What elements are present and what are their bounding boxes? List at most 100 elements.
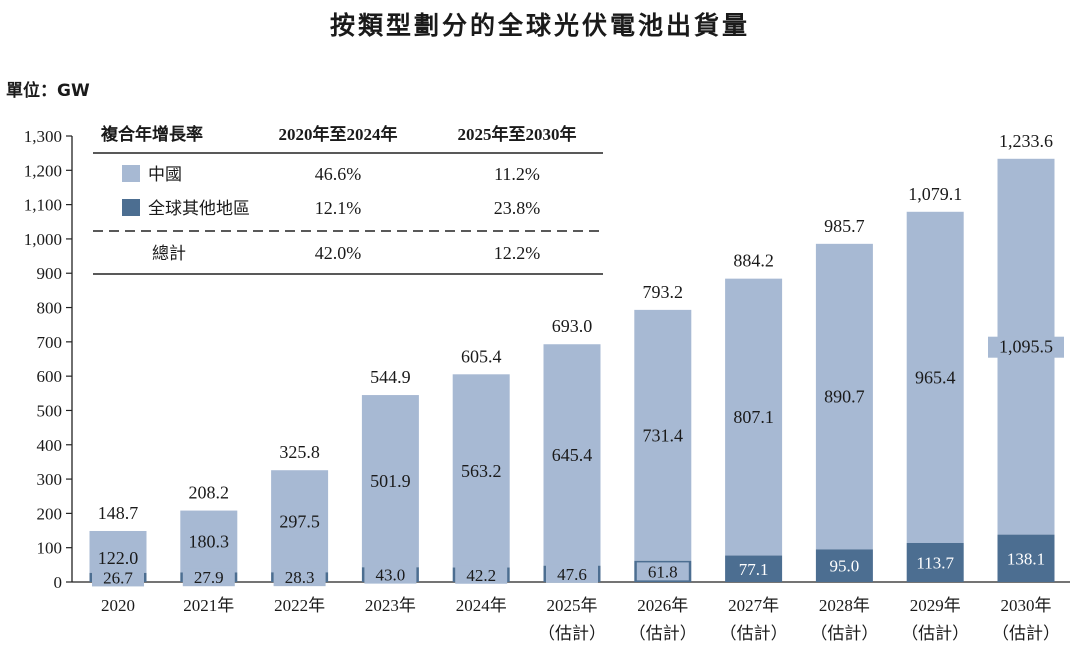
label-chip: [273, 568, 326, 587]
value-label-rest-of-world: 26.7: [103, 568, 133, 587]
total-label: 793.2: [643, 282, 684, 302]
bar-rest-of-world: [997, 534, 1055, 582]
y-tick-label: 1,000: [24, 230, 62, 249]
label-chip: [364, 565, 417, 584]
bar-china: [815, 243, 873, 550]
y-tick-label: 100: [37, 539, 63, 558]
table-row-col2: 23.8%: [494, 198, 541, 218]
value-label-china: 122.0: [98, 548, 139, 568]
label-chip: [988, 336, 1064, 358]
table-header-col2: 2025年至2030年: [458, 124, 577, 144]
chart-title: 按類型劃分的全球光伏電池出貨量: [329, 11, 750, 40]
bar-china: [634, 309, 692, 561]
y-tick-label: 900: [37, 264, 63, 283]
total-label: 605.4: [461, 346, 502, 366]
x-tick-label: 2026年: [637, 596, 688, 615]
bar-china: [452, 374, 510, 568]
table-header-col1: 2020年至2024年: [279, 124, 398, 144]
y-tick-label: 600: [37, 367, 63, 386]
bar-china: [361, 395, 419, 568]
x-tick-note: （估計）: [901, 624, 969, 643]
x-tick-label: 2022年: [274, 596, 325, 615]
x-tick-note: （估計）: [810, 624, 878, 643]
bar-china: [906, 211, 964, 543]
y-tick-label: 1,300: [24, 127, 62, 146]
value-label-rest-of-world: 113.7: [916, 553, 954, 572]
label-chip: [455, 565, 508, 584]
bar-china: [543, 344, 601, 566]
table-row-col2: 12.2%: [494, 243, 541, 263]
value-label-rest-of-world: 28.3: [285, 568, 315, 587]
x-tick-label: 2023年: [365, 596, 416, 615]
value-label-china: 563.2: [461, 461, 502, 481]
x-tick-note: （估計）: [992, 624, 1060, 643]
bar-china: [180, 510, 238, 573]
value-label-rest-of-world: 61.8: [648, 562, 678, 581]
value-label-rest-of-world: 77.1: [739, 560, 769, 579]
total-label: 208.2: [189, 483, 230, 503]
total-label: 693.0: [552, 316, 593, 336]
unit-label: 單位：GW: [6, 81, 90, 101]
value-label-china: 1,095.5: [999, 337, 1053, 357]
y-tick-label: 1,100: [24, 196, 62, 215]
x-tick-label: 2024年: [456, 596, 507, 615]
value-label-rest-of-world: 42.2: [466, 566, 496, 585]
y-tick-label: 700: [37, 333, 63, 352]
total-label: 148.7: [98, 503, 139, 523]
legend-swatch-rest: [122, 199, 140, 216]
y-tick-label: 500: [37, 401, 63, 420]
value-label-rest-of-world: 47.6: [557, 565, 587, 584]
x-tick-label: 2025年: [547, 596, 598, 615]
label-chip: [636, 562, 689, 581]
table-row-label: 全球其他地區: [148, 199, 250, 219]
value-label-china: 645.4: [552, 445, 593, 465]
value-label-china: 180.3: [189, 531, 230, 551]
value-label-china: 731.4: [643, 425, 684, 445]
value-label-rest-of-world: 138.1: [1007, 549, 1045, 568]
x-tick-label: 2028年: [819, 596, 870, 615]
bar-rest-of-world: [906, 542, 964, 582]
value-label-china: 965.4: [915, 367, 956, 387]
total-label: 1,079.1: [908, 184, 962, 204]
table-row-label: 總計: [152, 244, 186, 264]
total-label: 544.9: [370, 367, 411, 387]
value-label-rest-of-world: 27.9: [194, 568, 224, 587]
table-row-col1: 12.1%: [315, 198, 362, 218]
x-tick-label: 2027年: [728, 596, 779, 615]
label-chip: [92, 568, 144, 587]
bar-china: [725, 278, 783, 556]
total-label: 1,233.6: [999, 131, 1053, 151]
legend-swatch-china: [122, 165, 140, 182]
table-header-label: 複合年增長率: [100, 124, 203, 145]
x-tick-label: 2030年: [1001, 596, 1052, 615]
x-tick-note: （估計）: [720, 624, 788, 643]
table-row-col1: 42.0%: [315, 243, 362, 263]
value-label-china: 807.1: [733, 407, 774, 427]
y-tick-label: 400: [37, 436, 63, 455]
x-tick-label: 2021年: [183, 596, 234, 615]
x-tick-note: （估計）: [629, 624, 697, 643]
label-chip: [546, 564, 598, 583]
y-tick-label: 1,200: [24, 161, 62, 180]
y-tick-label: 300: [37, 470, 63, 489]
y-tick-label: 0: [54, 573, 63, 592]
y-tick-label: 800: [37, 299, 63, 318]
x-tick-label: 2029年: [910, 596, 961, 615]
table-row-col1: 46.6%: [315, 164, 362, 184]
bar-rest-of-world: [815, 549, 873, 582]
y-tick-label: 200: [37, 504, 63, 523]
value-label-rest-of-world: 95.0: [830, 557, 860, 576]
total-label: 985.7: [824, 216, 865, 236]
x-tick-label: 2020: [101, 596, 135, 615]
value-label-china: 297.5: [279, 511, 320, 531]
bar-rest-of-world: [725, 555, 783, 582]
bar-china: [89, 530, 147, 573]
table-row-col2: 11.2%: [494, 164, 540, 184]
bar-china: [271, 470, 329, 573]
total-label: 884.2: [733, 251, 774, 271]
bar-layer: [89, 158, 1055, 582]
value-label-china: 501.9: [370, 471, 411, 491]
